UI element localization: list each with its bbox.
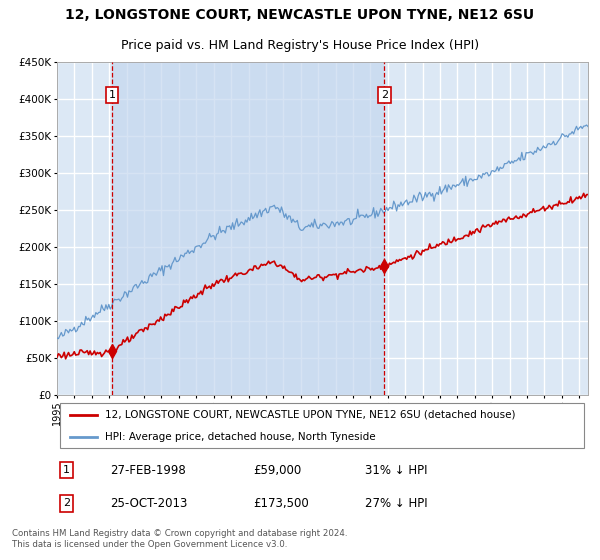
Text: 12, LONGSTONE COURT, NEWCASTLE UPON TYNE, NE12 6SU: 12, LONGSTONE COURT, NEWCASTLE UPON TYNE… [65,8,535,22]
Text: 2: 2 [63,498,70,508]
Bar [112,62,385,395]
Text: 27% ↓ HPI: 27% ↓ HPI [365,497,428,510]
Text: HPI: Average price, detached house, North Tyneside: HPI: Average price, detached house, Nort… [105,432,376,442]
Text: 2: 2 [381,90,388,100]
Text: £59,000: £59,000 [253,464,302,477]
Text: 1: 1 [63,465,70,475]
Text: Price paid vs. HM Land Registry's House Price Index (HPI): Price paid vs. HM Land Registry's House … [121,39,479,52]
Text: Contains HM Land Registry data © Crown copyright and database right 2024.
This d: Contains HM Land Registry data © Crown c… [12,529,347,549]
Text: 27-FEB-1998: 27-FEB-1998 [110,464,186,477]
Text: 31% ↓ HPI: 31% ↓ HPI [365,464,427,477]
Text: 12, LONGSTONE COURT, NEWCASTLE UPON TYNE, NE12 6SU (detached house): 12, LONGSTONE COURT, NEWCASTLE UPON TYNE… [105,409,515,419]
Text: £173,500: £173,500 [253,497,309,510]
Text: 1: 1 [109,90,115,100]
FancyBboxPatch shape [59,403,584,448]
Text: 25-OCT-2013: 25-OCT-2013 [110,497,187,510]
